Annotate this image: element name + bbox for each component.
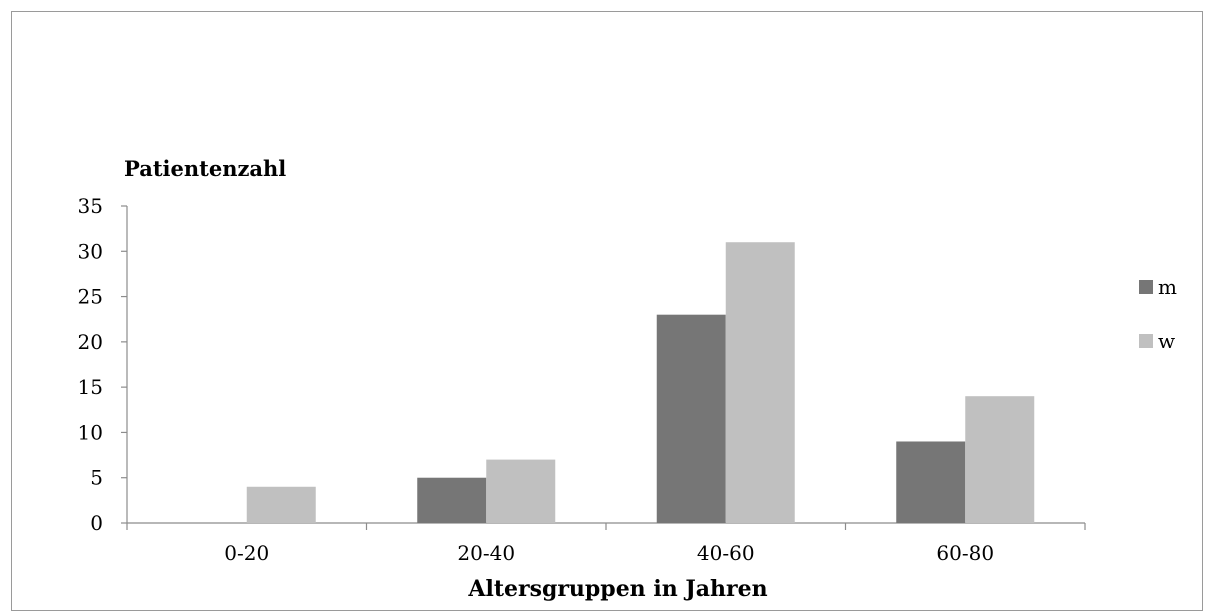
x-axis-label: Altersgruppen in Jahren xyxy=(467,576,767,602)
legend-swatch-m xyxy=(1139,280,1153,294)
x-tick-label: 0-20 xyxy=(224,541,269,565)
y-tick-label: 0 xyxy=(90,511,103,535)
bar-m-20-40 xyxy=(417,477,487,523)
y-tick-label: 10 xyxy=(78,420,103,444)
bar-m-40-60 xyxy=(656,314,726,523)
y-tick-label: 15 xyxy=(78,375,103,399)
bar-w-40-60 xyxy=(725,242,795,523)
legend-swatch-w xyxy=(1139,334,1153,348)
bar-w-0-20 xyxy=(246,486,316,523)
bar-m-60-80 xyxy=(896,441,966,523)
x-tick-label: 20-40 xyxy=(457,541,515,565)
y-tick-label: 5 xyxy=(90,466,103,490)
x-tick-label: 60-80 xyxy=(936,541,994,565)
x-axis-ticks: 0-20 20-40 40-60 60-80 xyxy=(126,523,1086,565)
legend-label-m: m xyxy=(1158,275,1177,299)
y-tick-label: 35 xyxy=(78,194,103,218)
bars xyxy=(246,242,1035,523)
bar-w-20-40 xyxy=(486,459,556,523)
y-tick-label: 30 xyxy=(78,239,103,263)
y-axis-ticks: 0 5 10 15 20 25 30 35 xyxy=(78,194,127,535)
bar-w-60-80 xyxy=(965,396,1035,523)
y-tick-label: 20 xyxy=(78,330,103,354)
legend-label-w: w xyxy=(1158,329,1175,353)
x-tick-label: 40-60 xyxy=(697,541,755,565)
y-axis-label: Patientenzahl xyxy=(124,156,286,181)
y-tick-label: 25 xyxy=(78,285,103,309)
legend: mw xyxy=(1139,275,1177,353)
